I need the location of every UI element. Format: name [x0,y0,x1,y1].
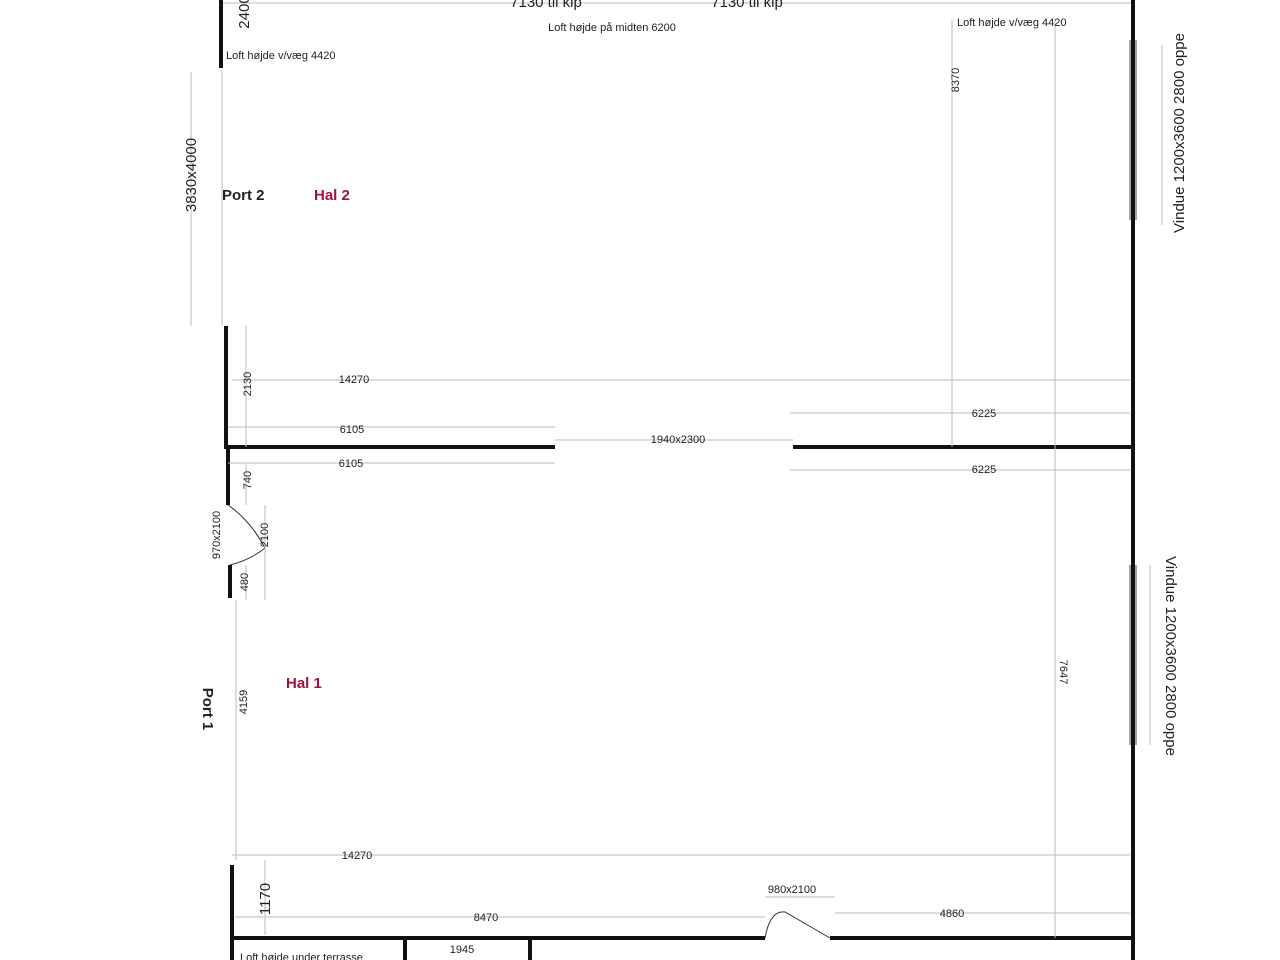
dimension: 7647 [1057,660,1069,684]
dimension: 6105 [340,424,364,436]
dimension: 14270 [342,850,373,862]
dimension: 1170 [257,883,274,915]
note: Loft højde v/væg 4420 [226,50,335,62]
note: Loft højde under terrasse [240,952,363,960]
dimension: 6225 [972,464,996,476]
dimension: 8370 [950,68,962,92]
walls [219,0,1137,960]
dimension: 7130 til kip [510,0,582,11]
dimension: 8470 [474,912,498,924]
port-label: Port 2 [222,187,265,204]
dimension-lines [190,20,1163,938]
dimension: 7130 til kip [711,0,783,11]
note: Loft højde på midten 6200 [548,22,676,34]
dimension: 6225 [972,408,996,420]
dimension: 2100 [259,523,271,547]
port-label: Port 1 [199,688,216,731]
dimension: 740 [242,471,254,489]
dimension: 2130 [242,372,254,396]
dimension: 6105 [339,458,363,470]
dimension: 2400 [236,0,253,29]
dimension: 14270 [339,374,370,386]
dimension: 4159 [238,690,250,714]
port-size: 3830x4000 [183,138,200,212]
dimension: 1945 [450,944,474,956]
opening-label: 1940x2300 [651,434,705,446]
dimension: 4860 [940,908,964,920]
hall-label: Hal 2 [314,187,350,204]
door-label: 980x2100 [768,884,816,896]
window-label: Vindue 1200x3600 2800 oppe [1162,556,1179,756]
door-label: 970x2100 [211,511,223,559]
window-label: Vindue 1200x3600 2800 oppe [1171,33,1188,233]
note: Loft højde v/væg 4420 [957,17,1066,29]
dimension: 480 [239,573,251,591]
labels: 2400 7130 til kip 7130 til kip Loft højd… [183,0,1188,960]
hall-label: Hal 1 [286,675,322,692]
